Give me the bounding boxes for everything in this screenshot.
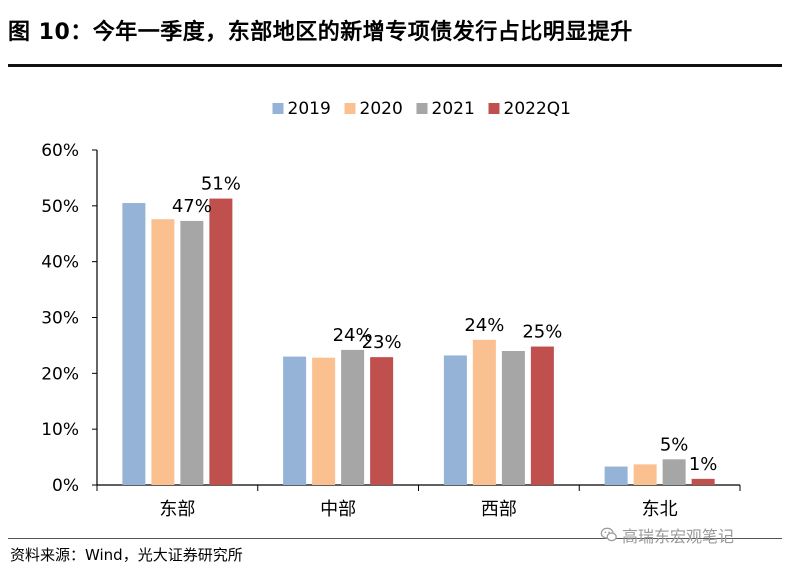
watermark: 高瑞东宏观笔记 — [600, 523, 734, 547]
bar-2019 — [283, 356, 307, 485]
data-label: 47% — [172, 196, 212, 217]
title-divider — [8, 64, 782, 67]
y-tick-label: 30% — [41, 309, 79, 329]
bar-2021 — [180, 220, 204, 486]
legend-swatch — [488, 103, 500, 114]
x-axis: 东部 中部 西部 东北 — [96, 484, 741, 520]
bar-2019 — [604, 466, 628, 485]
footer-divider — [8, 538, 782, 539]
bar-chart: 2019 2020 2021 2022Q1 0%10%20%30%40%50%60% … — [41, 99, 741, 520]
data-label: 24% — [333, 325, 373, 346]
x-tick-label: 东部 — [159, 499, 195, 520]
data-label: 25% — [522, 322, 562, 343]
y-tick-label: 40% — [41, 253, 79, 273]
bar-2022Q1 — [691, 478, 715, 485]
y-axis: 0% 10% 20% 30% 40% 50% 60% — [41, 141, 98, 496]
legend-label: 2019 — [288, 99, 331, 119]
legend-label: 2022Q1 — [504, 99, 571, 119]
data-labels: 47%51%24%23%24% 25%5%1% — [172, 174, 718, 475]
legend-label: 2020 — [360, 99, 403, 119]
x-tick-label: 东北 — [642, 499, 678, 520]
watermark-text: 高瑞东宏观笔记 — [622, 527, 735, 546]
bar-2021 — [662, 459, 686, 485]
data-label: 1% — [689, 454, 718, 475]
y-tick-label: 60% — [41, 141, 79, 161]
legend-swatch — [416, 103, 428, 114]
wechat-icon — [600, 527, 617, 542]
legend-swatch — [344, 103, 356, 114]
bar-2022Q1 — [370, 357, 394, 485]
bars — [122, 198, 715, 486]
bar-2022Q1 — [530, 346, 554, 485]
data-label: 23% — [362, 332, 402, 353]
y-tick-label: 10% — [41, 420, 79, 440]
bar-2019 — [443, 355, 467, 485]
bar-2022Q1 — [209, 198, 233, 485]
legend: 2019 2020 2021 2022Q1 — [272, 99, 571, 119]
bar-2020 — [151, 219, 175, 485]
bar-2020 — [633, 464, 657, 485]
source-note: 资料来源：Wind，光大证券研究所 — [10, 546, 243, 564]
chart-title: 图 10：今年一季度，东部地区的新增专项债发行占比明显提升 — [8, 20, 633, 45]
bar-2020 — [312, 357, 336, 485]
legend-label: 2021 — [432, 99, 475, 119]
data-label: 24% — [464, 315, 504, 336]
y-tick-label: 20% — [41, 364, 79, 384]
bar-2020 — [472, 339, 496, 485]
x-tick-label: 西部 — [481, 499, 517, 520]
legend-swatch — [272, 103, 284, 114]
data-label: 5% — [660, 434, 689, 455]
y-tick-label: 0% — [52, 476, 79, 496]
bar-2019 — [122, 203, 146, 485]
bar-2021 — [501, 351, 525, 485]
y-tick-label: 50% — [41, 197, 79, 217]
data-label: 51% — [201, 174, 241, 195]
bar-2021 — [341, 349, 365, 485]
x-tick-label: 中部 — [320, 499, 356, 520]
